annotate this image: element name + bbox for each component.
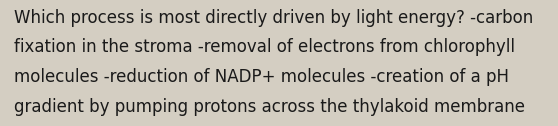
Text: Which process is most directly driven by light energy? -carbon: Which process is most directly driven by…: [14, 9, 533, 27]
Text: fixation in the stroma -removal of electrons from chlorophyll: fixation in the stroma -removal of elect…: [14, 38, 515, 56]
Text: molecules -reduction of NADP+ molecules -creation of a pH: molecules -reduction of NADP+ molecules …: [14, 68, 509, 86]
Text: gradient by pumping protons across the thylakoid membrane: gradient by pumping protons across the t…: [14, 98, 525, 116]
